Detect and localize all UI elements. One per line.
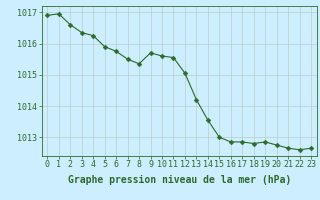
X-axis label: Graphe pression niveau de la mer (hPa): Graphe pression niveau de la mer (hPa) (68, 175, 291, 185)
